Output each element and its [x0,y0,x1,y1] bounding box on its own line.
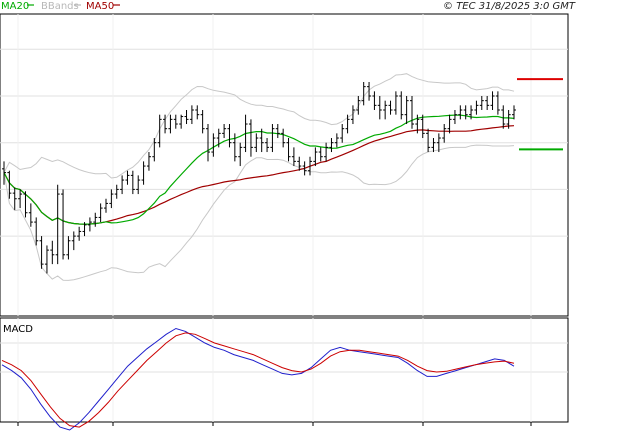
legend-bbands-label: BBands [41,1,79,12]
ma20-line [3,114,515,225]
legend-ma20-label: MA20 [1,1,29,12]
legend-ma50-label: MA50 [86,1,114,12]
bollinger-lower-line [3,144,515,281]
bollinger-upper-line [3,73,515,179]
macd-frame [0,317,569,423]
source-copyright: © TEC 31/8/2025 3:0 GMT [443,1,576,12]
macd-series-line [1,327,515,431]
price-legend: MA20 BBands MA50 [1,1,120,12]
macd-series-line [1,332,515,428]
macd-panel [0,317,569,431]
macd-title: MACD [3,324,33,335]
price-panel [0,13,569,317]
ma50-line [3,125,515,225]
price-frame [0,13,569,317]
